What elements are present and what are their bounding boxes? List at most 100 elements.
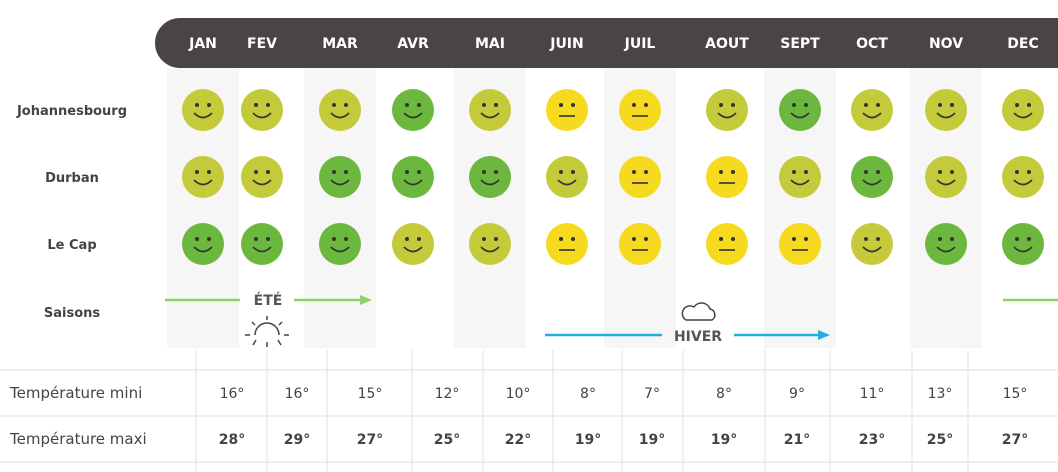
smiley-mouth bbox=[480, 246, 500, 253]
smiley-face bbox=[925, 89, 967, 131]
smiley-eye bbox=[332, 170, 336, 174]
month-label: JAN bbox=[188, 36, 217, 52]
smiley-eye bbox=[405, 237, 409, 241]
smiley-eye bbox=[644, 103, 648, 107]
smiley-eye bbox=[344, 103, 348, 107]
smiley-face bbox=[1002, 223, 1044, 265]
smiley bbox=[469, 223, 511, 265]
month-label: MAR bbox=[322, 36, 358, 52]
smiley-face bbox=[851, 89, 893, 131]
smiley-face bbox=[392, 156, 434, 198]
smiley-mouth bbox=[1013, 112, 1033, 119]
smiley-face bbox=[392, 223, 434, 265]
temperature-label: Température mini bbox=[9, 384, 142, 402]
smiley-mouth bbox=[252, 179, 272, 186]
smiley-mouth bbox=[790, 112, 810, 119]
smiley-face bbox=[619, 89, 661, 131]
smiley-eye bbox=[632, 103, 636, 107]
temperature-value: 23° bbox=[859, 432, 885, 448]
smiley bbox=[925, 156, 967, 198]
temperature-value: 15° bbox=[1003, 386, 1028, 402]
smiley-face bbox=[241, 223, 283, 265]
temperature-value: 27° bbox=[357, 432, 383, 448]
smiley-eye bbox=[559, 237, 563, 241]
smiley-eye bbox=[344, 170, 348, 174]
smiley bbox=[241, 89, 283, 131]
smiley-mouth bbox=[1013, 246, 1033, 253]
smiley bbox=[182, 156, 224, 198]
temperature-value: 19° bbox=[575, 432, 601, 448]
smiley-mouth bbox=[252, 246, 272, 253]
smiley-eye bbox=[950, 170, 954, 174]
smiley-face bbox=[851, 223, 893, 265]
smiley-mouth bbox=[480, 112, 500, 119]
month-label: AOUT bbox=[705, 36, 749, 52]
month-label: NOV bbox=[929, 36, 963, 52]
smiley-mouth bbox=[936, 246, 956, 253]
smiley-eye bbox=[195, 237, 199, 241]
smiley bbox=[619, 156, 661, 198]
temperature-value: 8° bbox=[716, 386, 732, 402]
smiley bbox=[779, 89, 821, 131]
smiley-eye bbox=[719, 103, 723, 107]
smiley-face bbox=[469, 223, 511, 265]
sun-icon bbox=[245, 316, 289, 347]
smiley-eye bbox=[1015, 237, 1019, 241]
smiley-eye bbox=[405, 103, 409, 107]
temperature-value: 22° bbox=[505, 432, 531, 448]
smiley-eye bbox=[644, 170, 648, 174]
smiley bbox=[619, 89, 661, 131]
smiley-mouth bbox=[480, 179, 500, 186]
temperature-value: 25° bbox=[927, 432, 953, 448]
month-label: JUIL bbox=[624, 36, 656, 52]
smiley-mouth bbox=[403, 246, 423, 253]
smiley-eye bbox=[950, 103, 954, 107]
smiley-face bbox=[182, 156, 224, 198]
smiley bbox=[319, 89, 361, 131]
smiley-eye bbox=[1027, 103, 1031, 107]
smiley-face bbox=[546, 156, 588, 198]
smiley-face bbox=[241, 156, 283, 198]
temperature-value: 8° bbox=[580, 386, 596, 402]
smiley-mouth bbox=[193, 112, 213, 119]
smiley-eye bbox=[792, 103, 796, 107]
smiley-eye bbox=[876, 103, 880, 107]
temperature-value: 7° bbox=[644, 386, 660, 402]
smiley-mouth bbox=[862, 246, 882, 253]
month-label: AVR bbox=[397, 36, 429, 52]
winter-arrow bbox=[545, 330, 830, 340]
smiley bbox=[925, 89, 967, 131]
smiley-face bbox=[779, 156, 821, 198]
smiley-face bbox=[851, 156, 893, 198]
smiley-mouth bbox=[557, 179, 577, 186]
smiley-eye bbox=[254, 170, 258, 174]
smiley-face bbox=[779, 223, 821, 265]
smiley-face bbox=[469, 156, 511, 198]
temperature-value: 13° bbox=[928, 386, 953, 402]
smiley-face bbox=[706, 89, 748, 131]
smiley-eye bbox=[494, 103, 498, 107]
smiley-eye bbox=[332, 237, 336, 241]
smiley-eye bbox=[731, 103, 735, 107]
smiley-eye bbox=[417, 237, 421, 241]
temperature-value: 25° bbox=[434, 432, 460, 448]
smiley bbox=[182, 223, 224, 265]
temperature-label: Température maxi bbox=[9, 430, 147, 448]
smiley bbox=[469, 156, 511, 198]
smiley-eye bbox=[1027, 170, 1031, 174]
smiley-mouth bbox=[330, 246, 350, 253]
smiley bbox=[392, 89, 434, 131]
summer-arrow bbox=[165, 295, 1058, 305]
smiley-eye bbox=[644, 237, 648, 241]
smiley-face bbox=[925, 156, 967, 198]
smiley-eye bbox=[405, 170, 409, 174]
city-label: Johannesbourg bbox=[16, 104, 127, 119]
smiley bbox=[851, 89, 893, 131]
smiley-eye bbox=[559, 170, 563, 174]
month-header bbox=[155, 18, 1058, 68]
temperature-value: 9° bbox=[789, 386, 805, 402]
city-label: Le Cap bbox=[47, 238, 96, 253]
smiley-eye bbox=[494, 237, 498, 241]
winter-label: HIVER bbox=[674, 329, 722, 345]
